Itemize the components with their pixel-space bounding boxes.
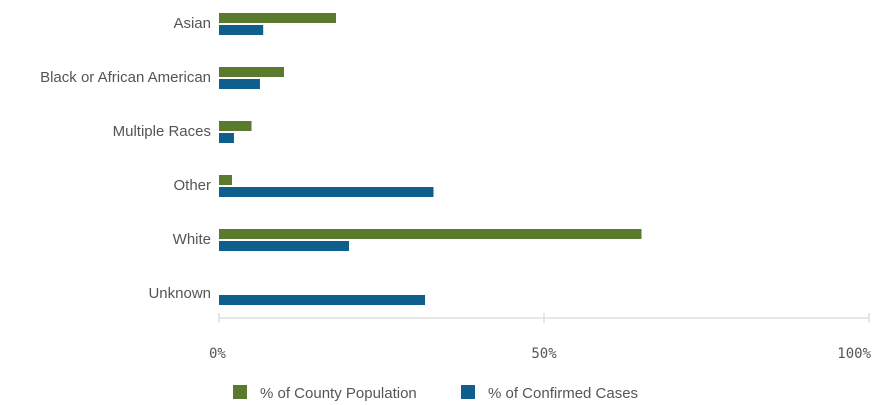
bar-other-confirmed-cases	[219, 187, 434, 197]
bar-white-county-population	[219, 229, 642, 239]
x-tick-label: 50%	[531, 346, 557, 362]
category-label-black-or-african-american: Black or African American	[40, 69, 211, 86]
legend-swatch-confirmed-cases	[461, 385, 475, 399]
bar-black-or-african-american-confirmed-cases	[219, 79, 260, 89]
category-label-unknown: Unknown	[148, 285, 211, 302]
x-tick-label: 100%	[837, 346, 871, 362]
legend-swatch-county-population	[233, 385, 247, 399]
bar-white-confirmed-cases	[219, 241, 349, 251]
plot-area	[219, 13, 642, 305]
bar-black-or-african-american-county-population	[219, 67, 284, 77]
bar-asian-county-population	[219, 13, 336, 23]
bar-multiple-races-county-population	[219, 121, 252, 131]
legend: % of County Population % of Confirmed Ca…	[233, 385, 638, 402]
category-label-asian: Asian	[173, 15, 211, 32]
x-tick-labels: 0% 50% 100%	[209, 346, 872, 362]
bar-multiple-races-confirmed-cases	[219, 133, 234, 143]
bar-asian-confirmed-cases	[219, 25, 264, 35]
bar-other-county-population	[219, 175, 232, 185]
category-label-multiple-races: Multiple Races	[113, 123, 211, 140]
category-labels: Asian Black or African American Multiple R…	[40, 15, 211, 302]
x-tick-label: 0%	[209, 346, 226, 362]
legend-label-confirmed-cases: % of Confirmed Cases	[488, 385, 638, 402]
category-label-other: Other	[173, 177, 211, 194]
x-axis	[218, 313, 870, 323]
bar-unknown-confirmed-cases	[219, 295, 426, 305]
legend-label-county-population: % of County Population	[260, 385, 417, 402]
category-label-white: White	[173, 231, 211, 248]
